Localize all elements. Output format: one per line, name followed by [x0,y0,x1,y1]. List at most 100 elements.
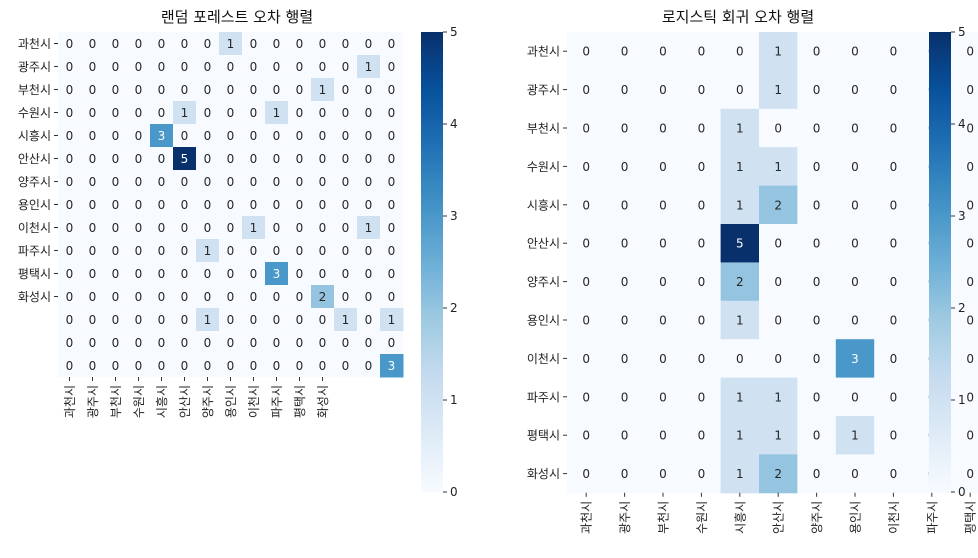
heatmap-cell [334,55,358,79]
cell-value-label: 0 [158,152,166,166]
heatmap-cell [81,331,105,355]
heatmap-cell [150,55,174,79]
heatmap-cell [219,170,243,194]
heatmap-cell [81,170,105,194]
cell-value-label: 0 [135,37,143,51]
heatmap-cell [759,224,798,263]
heatmap-cell [874,108,914,148]
cell-value-label: 0 [273,359,281,373]
cell-value-label: 0 [890,352,898,366]
cell-value-label: 0 [342,37,350,51]
heatmap-cell [567,224,606,263]
cell-value-label: 2 [319,290,327,304]
heatmap-cell [242,78,266,102]
cell-value-label: 3 [273,267,281,281]
heatmap-cell [219,147,243,171]
heatmap-cell [720,224,760,263]
cell-value-label: 0 [342,290,350,304]
cell-value-label: 0 [89,359,97,373]
cell-value-label: 0 [813,198,821,212]
heatmap-cell [357,239,381,263]
cell-value-label: 0 [365,198,373,212]
cell-value-label: 1 [736,467,744,481]
colorbar-tick-label: 1 [958,393,966,407]
cell-value-label: 0 [365,106,373,120]
heatmap-cell [874,339,914,379]
cell-value-label: 0 [250,106,258,120]
y-tick-label: 안산시 [18,152,51,166]
heatmap-cell [951,377,978,417]
cell-value-label: 0 [181,290,189,304]
cell-value-label: 1 [774,83,782,97]
heatmap-cell [104,285,128,309]
heatmap-cell [951,416,978,455]
cell-value-label: 0 [227,313,235,327]
cell-value-label: 0 [698,45,706,59]
heatmap-cell [311,124,335,148]
cell-value-label: 0 [250,37,258,51]
cell-value-label: 0 [204,106,212,120]
heatmap-cell [81,124,105,148]
heatmap-cell [311,55,335,79]
cell-value-label: 0 [227,267,235,281]
heatmap-cell [643,147,683,187]
cell-value-label: 0 [112,175,120,189]
cell-value-label: 0 [698,275,706,289]
heatmap-cell [380,331,404,355]
cell-value-label: 1 [774,390,782,404]
cell-value-label: 0 [204,152,212,166]
cell-value-label: 0 [365,336,373,350]
heatmap-cell [380,101,404,125]
cell-value-label: 0 [227,290,235,304]
cell-value-label: 0 [181,359,189,373]
heatmap-cell [682,185,722,225]
cell-value-label: 0 [250,336,258,350]
cell-value-label: 0 [89,198,97,212]
colorbar [929,32,951,492]
heatmap-cell [334,308,358,332]
cell-value-label: 0 [319,313,327,327]
cell-value-label: 3 [388,359,396,373]
cell-value-label: 0 [112,221,120,235]
heatmap-cell [196,170,220,194]
heatmap-cell [605,108,645,148]
cell-value-label: 0 [296,37,304,51]
heatmap-cell [127,101,151,125]
heatmap-cell [196,55,220,79]
cell-value-label: 0 [851,237,859,251]
heatmap-cell [380,170,404,194]
cell-value-label: 0 [296,313,304,327]
colorbar-tick-label: 2 [450,301,458,315]
cell-value-label: 0 [698,352,706,366]
cell-value-label: 0 [813,122,821,136]
cell-value-label: 0 [890,83,898,97]
cell-value-label: 0 [181,129,189,143]
cell-value-label: 0 [112,152,120,166]
cell-value-label: 0 [181,83,189,97]
heatmap-cell [682,32,722,71]
heatmap-cell [265,193,289,217]
heatmap-cell [380,78,404,102]
y-tick-label: 화성시 [527,467,560,481]
cell-value-label: 0 [698,467,706,481]
heatmap-cell [81,216,105,240]
heatmap-cell [242,193,266,217]
heatmap-cell [150,354,174,378]
heatmap-cell [173,239,197,263]
y-tick-label: 광주시 [527,83,560,97]
heatmap-cell [173,170,197,194]
heatmap-cell [797,32,837,71]
heatmap-cell [242,170,266,194]
x-tick-label: 화성시 [316,385,330,418]
cell-value-label: 0 [659,45,667,59]
cell-value-label: 1 [319,83,327,97]
heatmap-cell [311,354,335,378]
y-tick-label: 과천시 [527,44,560,59]
cell-value-label: 0 [621,45,629,59]
heatmap-cell [797,147,837,187]
heatmap-cell [242,239,266,263]
cell-value-label: 0 [89,37,97,51]
heatmap-cell [682,108,722,148]
heatmap-cell [334,101,358,125]
heatmap-cell [104,331,128,355]
